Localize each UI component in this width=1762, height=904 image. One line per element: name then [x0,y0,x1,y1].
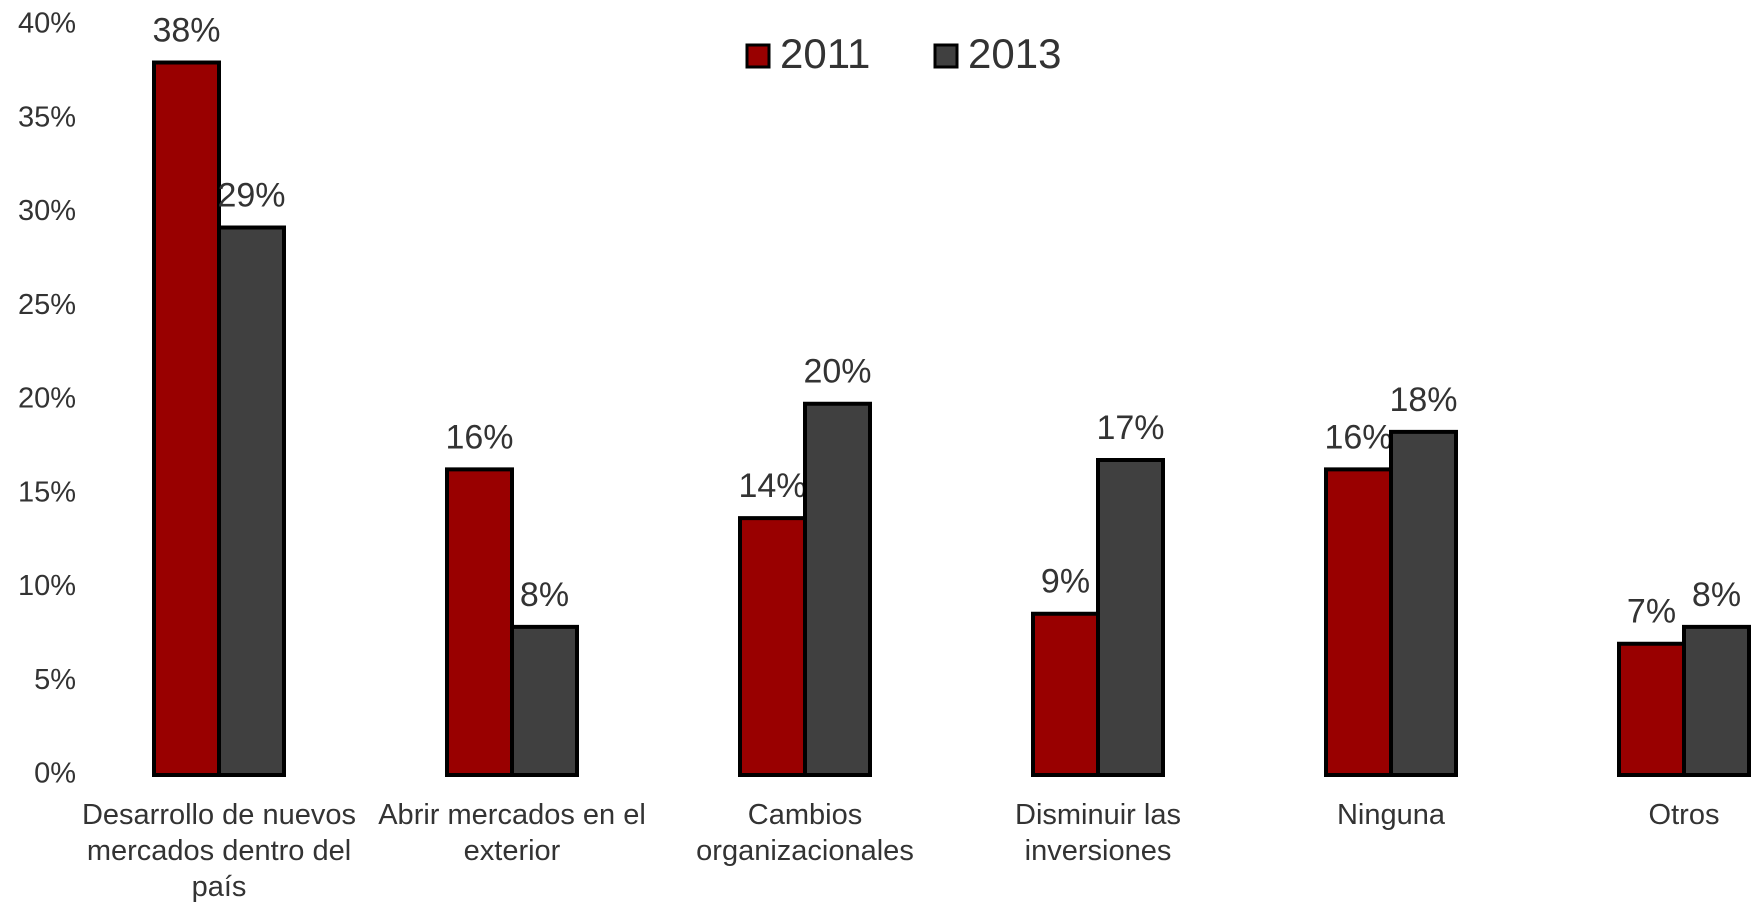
y-tick-label: 0% [34,758,76,790]
y-tick-label: 25% [18,289,76,321]
data-label: 9% [1041,563,1090,601]
y-tick-label: 20% [18,383,76,415]
data-label: 20% [803,353,871,391]
legend-label: 2011 [780,30,870,77]
bar [152,60,221,777]
y-tick-label: 15% [18,476,76,508]
data-label: 38% [152,11,220,49]
legend-label: 2013 [968,30,1061,77]
bar [1617,641,1686,777]
x-tick-label: Desarrollo de nuevos mercados dentro del… [81,799,357,903]
legend-swatch [745,43,771,69]
data-label: 8% [1692,576,1741,614]
data-label: 16% [1324,418,1392,456]
bar [510,624,579,777]
data-label: 8% [520,576,569,614]
data-label: 16% [445,418,513,456]
legend-swatch [933,43,959,69]
x-tick-label: Abrir mercados en el exterior [378,799,646,867]
y-tick-label: 30% [18,195,76,227]
bar [803,401,872,777]
bar [1096,458,1165,777]
bar [1389,429,1458,777]
bar [738,516,807,777]
data-label: 17% [1096,409,1164,447]
bar [1324,467,1393,777]
x-tick-label: Cambios organizacionales [696,799,914,867]
bar [445,467,514,777]
bar [217,225,286,777]
x-tick-label: Ninguna [1336,799,1446,831]
y-tick-label: 35% [18,101,76,133]
data-label: 29% [217,176,285,214]
data-label: 18% [1389,381,1457,419]
y-tick-label: 10% [18,570,76,602]
x-tick-label: Otros [1648,799,1720,831]
bar [1031,611,1100,777]
data-label: 7% [1627,593,1676,631]
y-tick-label: 5% [34,664,76,696]
data-label: 14% [738,467,806,505]
y-tick-label: 40% [18,8,76,40]
x-tick-label: Disminuir las inversiones [1015,799,1181,867]
bar [1682,624,1751,777]
